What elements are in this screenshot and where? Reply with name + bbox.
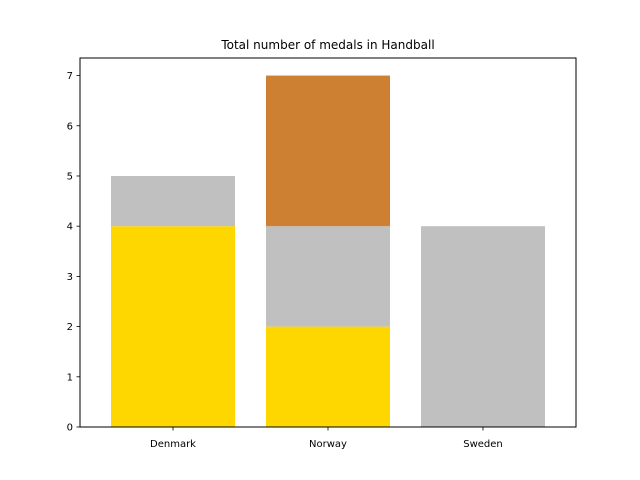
bar-norway-segment-1 [266, 326, 390, 427]
y-tick-label-1: 1 [67, 372, 73, 383]
y-tick-label-0: 0 [67, 423, 73, 434]
bar-sweden-segment-2 [421, 226, 545, 427]
y-tick-label-5: 5 [67, 171, 73, 182]
bar-norway-segment-3 [266, 75, 390, 227]
plot-frame [79, 57, 577, 428]
y-tick-label-7: 7 [67, 71, 73, 82]
x-axis: Denmark Norway Sweden [150, 427, 503, 450]
y-tick-label-2: 2 [67, 322, 73, 333]
bar-denmark-segment-1 [111, 226, 235, 427]
bars-group [111, 75, 545, 427]
bar-denmark-segment-2 [111, 175, 235, 227]
bar-norway-segment-2 [266, 226, 390, 327]
y-tick-label-6: 6 [67, 121, 73, 132]
x-tick-label-sweden: Sweden [463, 439, 503, 450]
x-tick-label-norway: Norway [309, 439, 347, 450]
chart-title: Total number of medals in Handball [220, 38, 434, 52]
y-tick-label-4: 4 [67, 222, 73, 233]
y-axis: 0 1 2 3 4 5 6 7 [67, 71, 80, 434]
y-tick-label-3: 3 [67, 272, 73, 283]
x-tick-label-denmark: Denmark [150, 439, 196, 450]
